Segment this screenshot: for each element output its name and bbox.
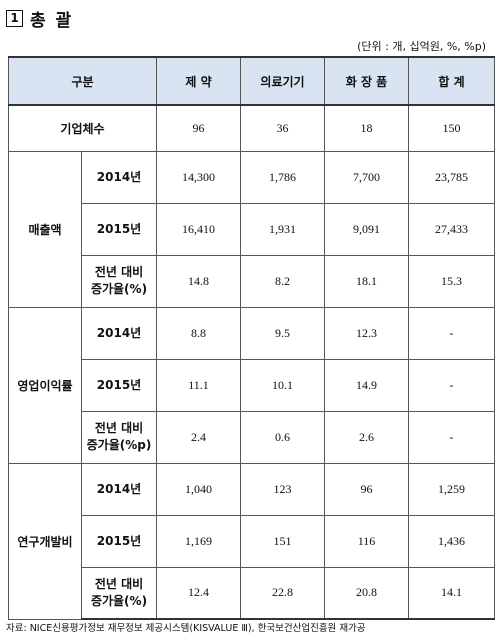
table-cell: 0.6 [240,410,325,464]
header-column: 화 장 품 [324,56,409,106]
row-label: 2014년 [81,150,157,204]
row-label: 2014년 [81,306,157,360]
table-cell: 1,169 [156,514,241,568]
table-cell: 1,040 [156,462,241,516]
row-label: 전년 대비 증가율(%p) [81,410,157,464]
header-column: 제 약 [156,56,241,106]
table-cell: - [408,306,495,360]
header-category: 구분 [8,56,157,106]
table-cell: 9.5 [240,306,325,360]
table-cell: 14.8 [156,254,241,308]
table-cell: 20.8 [324,566,409,620]
table-cell: 22.8 [240,566,325,620]
table-cell: 116 [324,514,409,568]
table-cell: - [408,358,495,412]
table-cell: 9,091 [324,202,409,256]
table-cell: 16,410 [156,202,241,256]
section-title: 1 총 괄 [6,6,74,31]
table-cell: 7,700 [324,150,409,204]
section-label: 영업이익률 [8,306,82,464]
row-label: 2015년 [81,358,157,412]
table-cell: 2.6 [324,410,409,464]
table-cell: 1,931 [240,202,325,256]
table-cell: 150 [408,104,495,152]
table-row: 영업이익률 2014년 8.8 9.5 12.3- [8,306,495,464]
header-column: 합 계 [408,56,495,106]
row-label: 2015년 [81,514,157,568]
table-row: 2015년 11.1 10.1 14.9- [9,358,495,412]
table-cell: 123 [240,462,325,516]
row-label: 전년 대비 증가율(%) [81,254,157,308]
firms-label: 기업체수 [8,104,157,152]
table-header-row: 구분 제 약 의료기기 화 장 품 합 계 [8,56,495,106]
source-note: 자료: NICE신용평가정보 재무정보 제공시스템(KISVALUE Ⅲ), 한… [6,623,366,634]
table-row: 전년 대비 증가율(%) 12.4 22.8 20.8 14.1 [9,566,495,620]
header-column: 의료기기 [240,56,325,106]
table-cell: 8.2 [240,254,325,308]
table-cell: 14,300 [156,150,241,204]
row-label: 2014년 [81,462,157,516]
section-label: 매출액 [8,150,82,308]
unit-note: (단위 : 개, 십억원, %, %p) [357,40,486,53]
section-number-box: 1 [6,9,23,27]
summary-table: 구분 제 약 의료기기 화 장 품 합 계 기업체수 96 36 18 150 … [8,56,495,620]
table-cell: 151 [240,514,325,568]
table-cell: 15.3 [408,254,495,308]
table-cell: - [408,410,495,464]
table-cell: 96 [156,104,241,152]
table-cell: 1,436 [408,514,495,568]
table-cell: 27,433 [408,202,495,256]
table-cell: 14.9 [324,358,409,412]
table-cell: 1,259 [408,462,495,516]
table-cell: 12.4 [156,566,241,620]
table-cell: 2.4 [156,410,241,464]
table-cell: 23,785 [408,150,495,204]
table-row: 전년 대비 증가율(%) 14.8 8.2 18.1 15.3 [9,254,495,308]
table-cell: 11.1 [156,358,241,412]
table-cell: 18 [324,104,409,152]
row-label: 전년 대비 증가율(%) [81,566,157,620]
section-title-text: 총 괄 [30,10,74,31]
row-label: 2015년 [81,202,157,256]
section-label: 연구개발비 [8,462,82,620]
firms-row: 기업체수 96 36 18 150 [8,104,495,152]
table-cell: 14.1 [408,566,495,620]
table-row: 전년 대비 증가율(%p) 2.4 0.6 2.6- [9,410,495,464]
table-cell: 96 [324,462,409,516]
table-cell: 36 [240,104,325,152]
table-row: 2015년 16,410 1,931 9,091 27,433 [9,202,495,256]
table-row: 연구개발비 2014년 1,040 123 96 1,259 [8,462,495,620]
table-row: 2015년 1,169 151 116 1,436 [9,514,495,568]
table-cell: 18.1 [324,254,409,308]
table-cell: 12.3 [324,306,409,360]
table-cell: 1,786 [240,150,325,204]
table-cell: 10.1 [240,358,325,412]
table-cell: 8.8 [156,306,241,360]
table-row: 매출액 2014년 14,300 1,786 7,700 23,785 [8,150,495,308]
